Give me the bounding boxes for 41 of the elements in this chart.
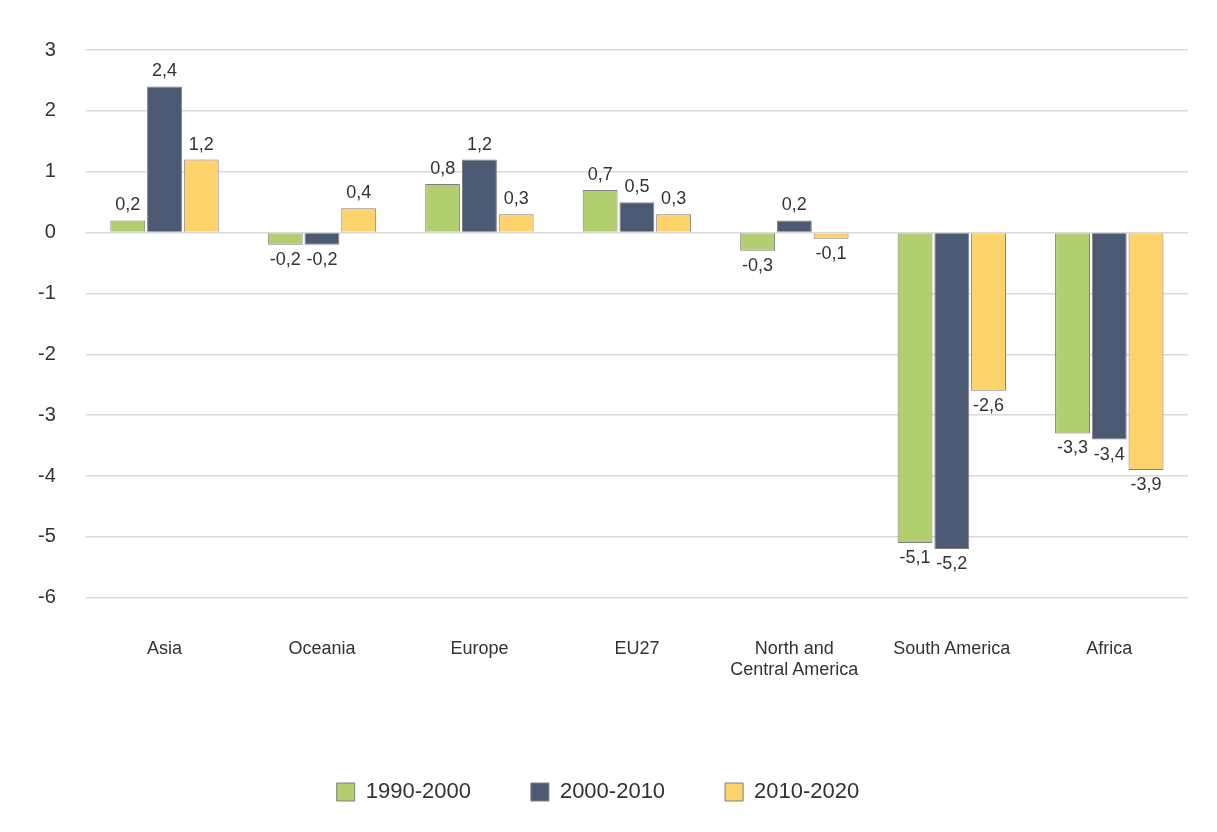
y-tick-label: -5 [37,524,56,547]
data-label: -0,1 [815,242,847,263]
data-label: -0,2 [306,248,338,269]
x-tick-label: Asia [147,637,184,658]
x-tick-label: Africa [1086,637,1134,658]
data-label: -3,4 [1093,443,1125,464]
data-label: 0,4 [346,182,372,203]
data-label: 0,3 [661,188,687,209]
data-label: 0,2 [781,194,807,215]
y-tick-label: -1 [37,280,56,303]
x-tick-label: North and Central America [730,637,860,680]
data-label: -5,1 [899,546,931,567]
y-tick-label: -2 [37,341,56,364]
x-tick-label: EU27 [614,637,660,658]
data-label: -3,3 [1057,437,1089,458]
data-label: 0,5 [624,176,650,197]
data-label: 0,2 [115,194,141,215]
y-tick-label: 2 [44,98,56,121]
x-tick-label: Europe [450,637,509,658]
data-label: -5,2 [936,553,968,574]
data-label: 1,2 [466,133,492,154]
y-tick-label: -4 [37,463,56,486]
legend-label: 2010-2020 [754,778,860,804]
data-label: -2,6 [973,394,1005,415]
y-tick-label: 0 [44,220,56,243]
x-tick-label: South America [893,637,1012,658]
x-tick-label: Oceania [288,637,357,658]
data-label: 1,2 [188,133,214,154]
legend-label: 1990-2000 [365,778,471,804]
y-tick-label: 3 [44,37,56,60]
y-tick-label: -6 [37,585,56,608]
data-label: 0,7 [587,163,613,184]
legend-label: 2000-2010 [559,778,666,804]
y-tick-label: -3 [37,402,56,425]
data-label: 0,3 [503,188,529,209]
data-label: 0,8 [430,157,456,178]
y-tick-label: 1 [44,159,56,182]
data-label: -3,9 [1130,473,1162,494]
data-label: -0,3 [742,254,774,275]
data-label: -0,2 [269,248,301,269]
data-label: 2,4 [152,60,178,81]
